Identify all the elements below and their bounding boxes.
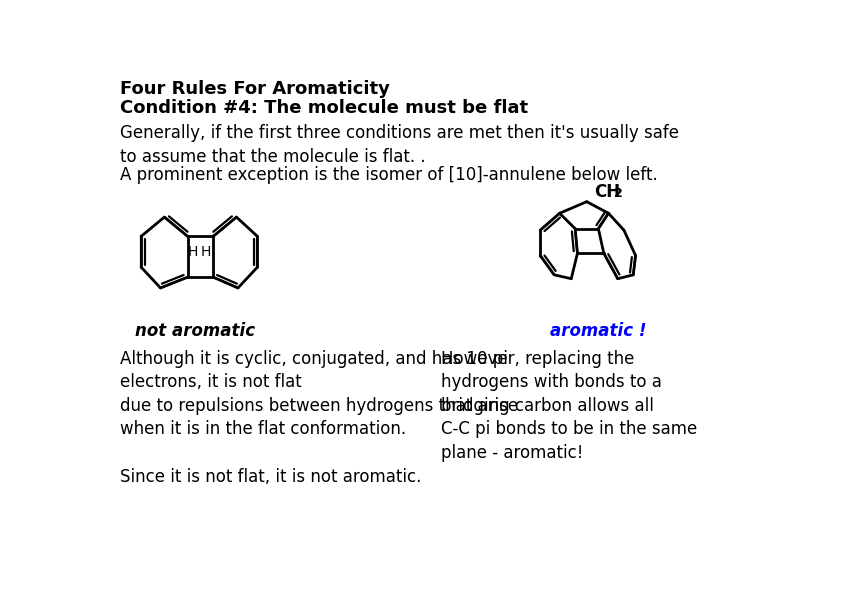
Text: Generally, if the first three conditions are met then it's usually safe
to assum: Generally, if the first three conditions… bbox=[120, 124, 679, 166]
Text: H: H bbox=[201, 245, 211, 259]
Text: not aromatic: not aromatic bbox=[135, 322, 256, 340]
Text: CH: CH bbox=[594, 183, 620, 201]
Text: 2: 2 bbox=[614, 188, 622, 201]
Text: Although it is cyclic, conjugated, and has 10 pi
electrons, it is not flat
due t: Although it is cyclic, conjugated, and h… bbox=[120, 349, 518, 486]
Text: aromatic !: aromatic ! bbox=[550, 322, 647, 340]
Text: Four Rules For Aromaticity: Four Rules For Aromaticity bbox=[120, 80, 390, 98]
Text: H: H bbox=[188, 245, 198, 259]
Text: A prominent exception is the isomer of [10]-annulene below left.: A prominent exception is the isomer of [… bbox=[120, 166, 658, 184]
Text: However, replacing the
hydrogens with bonds to a
bridging carbon allows all
C-C : However, replacing the hydrogens with bo… bbox=[441, 349, 697, 462]
Text: Condition #4: The molecule must be flat: Condition #4: The molecule must be flat bbox=[120, 99, 529, 117]
